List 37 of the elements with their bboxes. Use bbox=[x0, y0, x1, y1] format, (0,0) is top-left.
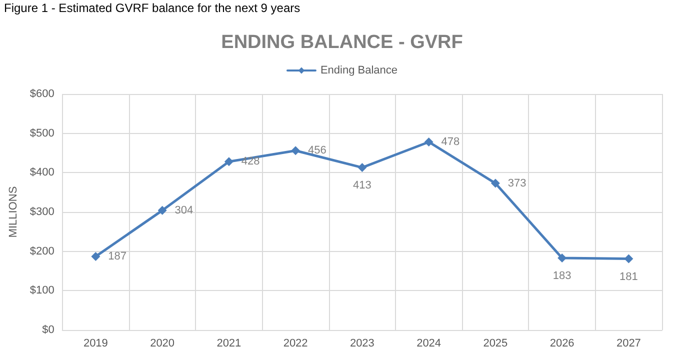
x-tick-label: 2023 bbox=[350, 338, 374, 350]
data-label: 181 bbox=[620, 270, 638, 283]
data-label: 304 bbox=[174, 204, 194, 216]
point bbox=[490, 178, 500, 188]
data-label: 478 bbox=[441, 136, 460, 148]
data-label: 413 bbox=[353, 180, 372, 192]
point bbox=[291, 146, 300, 156]
y-tick-label: $0 bbox=[42, 324, 54, 336]
data-label: 183 bbox=[552, 270, 572, 282]
data-label: 187 bbox=[108, 250, 127, 262]
x-tick-label: 2021 bbox=[216, 338, 242, 350]
legend-label: Ending Balance bbox=[320, 64, 398, 76]
x-tick-label: 2022 bbox=[283, 338, 308, 350]
data-label: 456 bbox=[308, 144, 326, 157]
x-tick-label: 2027 bbox=[616, 338, 641, 350]
point bbox=[224, 157, 234, 166]
y-tick-label: $300 bbox=[30, 206, 54, 218]
point bbox=[624, 254, 634, 264]
x-tick-label: 2024 bbox=[416, 338, 442, 350]
y-axis-title: MILLIONS bbox=[8, 186, 20, 238]
y-tick-label: $100 bbox=[30, 284, 54, 297]
data-label: 428 bbox=[241, 156, 260, 168]
point bbox=[358, 163, 367, 172]
caption: Figure 1 - Estimated GVRF balance for the next 9 years bbox=[4, 1, 300, 15]
point bbox=[158, 206, 167, 215]
point bbox=[91, 252, 100, 261]
x-tick-label: 2019 bbox=[83, 338, 108, 350]
chart-title: ENDING BALANCE - GVRF bbox=[221, 32, 463, 53]
y-tick-label: $200 bbox=[30, 245, 54, 258]
x-tick-label: 2020 bbox=[150, 338, 175, 350]
point bbox=[424, 137, 434, 146]
y-tick-label: $400 bbox=[30, 166, 54, 179]
y-tick-label: $600 bbox=[30, 88, 54, 100]
x-tick-label: 2026 bbox=[550, 338, 574, 350]
y-tick-label: $500 bbox=[30, 127, 54, 140]
data-label: 373 bbox=[508, 177, 526, 190]
x-tick-label: 2025 bbox=[483, 338, 508, 350]
